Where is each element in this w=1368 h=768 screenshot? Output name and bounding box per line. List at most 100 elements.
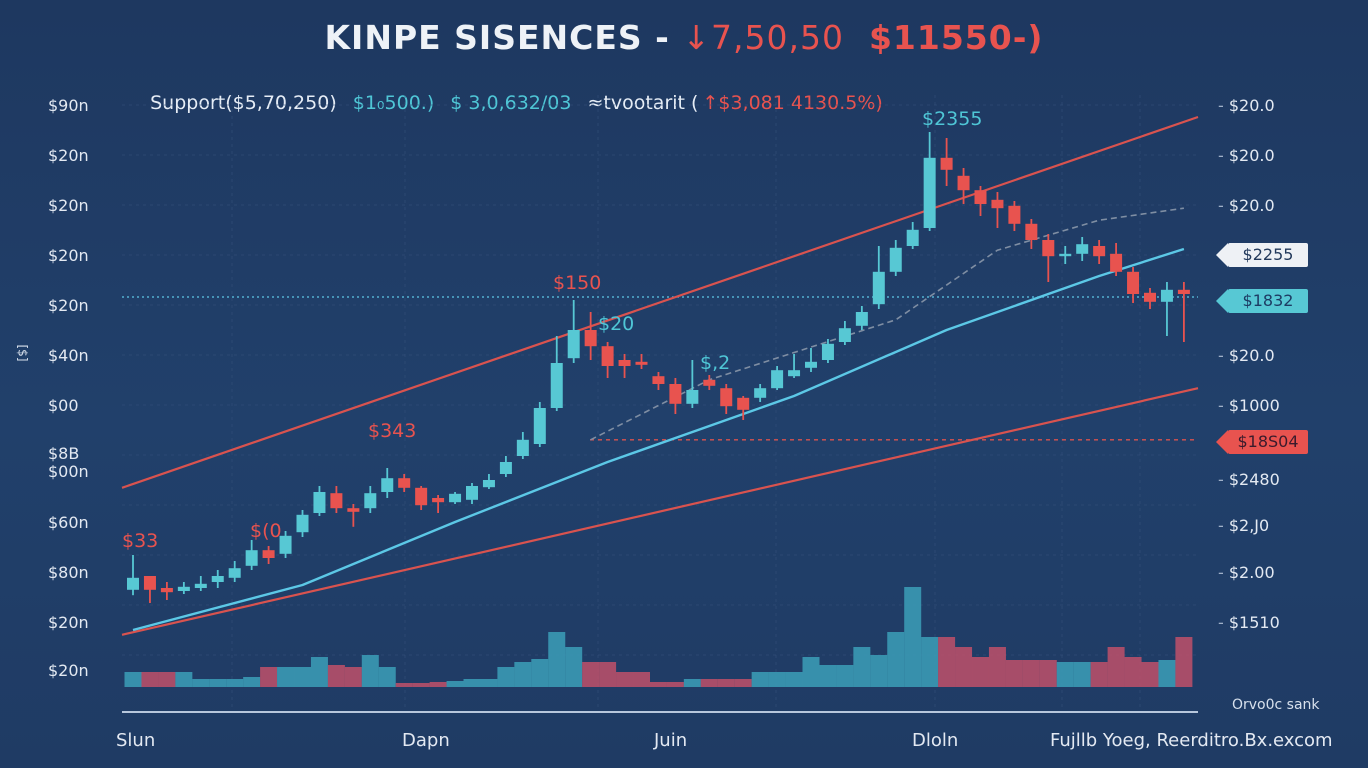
- candle-body: [1059, 253, 1072, 257]
- candle-body: [754, 388, 767, 398]
- volume-bar: [768, 672, 786, 687]
- volume-bar: [972, 657, 989, 687]
- candle: [313, 486, 326, 516]
- volume-bar: [921, 637, 939, 687]
- candle-body: [805, 361, 817, 368]
- y-tick-label-left: $00n: [48, 462, 89, 481]
- y-tick-label-left: $20n: [48, 196, 89, 215]
- volume-bar: [904, 587, 922, 687]
- y-axis-label: [$]: [15, 344, 30, 362]
- candle-body: [720, 388, 733, 407]
- volume-bar: [582, 662, 600, 687]
- y-tick-label-left: $20n: [48, 613, 89, 632]
- price-annotation: $150: [553, 272, 602, 294]
- candle-body: [737, 397, 750, 410]
- title-value-1: ↓7,50,50: [682, 18, 844, 57]
- price-annotation: $343: [368, 420, 417, 442]
- candle-body: [330, 493, 343, 509]
- y-tick-label-left: $80n: [48, 563, 89, 582]
- volume-bar: [124, 672, 142, 687]
- volume-bar: [209, 679, 227, 687]
- candle: [1008, 201, 1021, 231]
- candle: [686, 360, 699, 408]
- candle: [991, 192, 1004, 228]
- volume-bar: [1141, 662, 1159, 687]
- volume-bar: [446, 681, 464, 687]
- candle-body: [296, 514, 309, 533]
- volume-bar: [1073, 662, 1091, 687]
- volume-bar: [700, 679, 718, 687]
- candle: [550, 336, 563, 411]
- candle: [398, 474, 411, 492]
- volume-bar: [175, 672, 193, 687]
- candle: [872, 246, 885, 309]
- price-annotation: $,2: [700, 352, 731, 374]
- candle: [432, 495, 445, 513]
- candle: [1177, 282, 1190, 342]
- candle: [957, 168, 970, 204]
- candle: [1093, 240, 1106, 264]
- candle: [211, 570, 224, 588]
- candle-body: [686, 390, 699, 404]
- candle-body: [618, 360, 631, 366]
- candle-body: [160, 588, 173, 593]
- subtitle-label: ≈tvootarit (: [587, 92, 699, 114]
- volume-bar: [378, 667, 396, 687]
- candle: [533, 402, 546, 447]
- volume-bar: [310, 657, 328, 687]
- candle: [449, 492, 462, 504]
- candle: [262, 546, 275, 564]
- candle-body: [143, 576, 156, 590]
- candle: [127, 555, 139, 596]
- candle-body: [347, 508, 360, 512]
- candle: [499, 456, 512, 477]
- y-tick-label-left: $20n: [48, 296, 89, 315]
- volume-bar: [1005, 660, 1023, 687]
- volume-bar: [802, 657, 820, 687]
- volume-bar: [1158, 660, 1176, 687]
- candle: [805, 348, 817, 372]
- candle-body: [432, 498, 445, 503]
- volume-bar: [1175, 637, 1193, 687]
- volume-bar: [1090, 662, 1108, 687]
- volume-bar: [1107, 647, 1125, 687]
- volume-bar: [565, 647, 583, 687]
- candle-body: [1008, 205, 1021, 224]
- price-annotation: $33: [122, 530, 159, 552]
- candle: [720, 384, 733, 414]
- candle: [889, 240, 902, 276]
- candle: [364, 486, 377, 513]
- candle: [618, 354, 631, 378]
- candle-body: [974, 190, 987, 204]
- y-tick-label-right: $2.00: [1218, 563, 1275, 582]
- subtitle-value-2: $ 3,0,632/03: [450, 92, 572, 114]
- candle: [754, 384, 767, 402]
- x-tick-label: Slun: [116, 730, 156, 751]
- x-tick-label: Juin: [654, 730, 688, 751]
- y-tick-label-right: $1000: [1218, 396, 1280, 415]
- candle: [1076, 237, 1089, 261]
- candle: [381, 468, 394, 498]
- candle-body: [211, 576, 224, 582]
- volume-bar: [785, 672, 803, 687]
- volume-bar: [649, 682, 667, 687]
- candle: [482, 474, 495, 489]
- candle: [1059, 246, 1072, 264]
- candle-body: [821, 343, 834, 360]
- candle: [1127, 267, 1140, 303]
- candle: [177, 582, 190, 594]
- candle-body: [1093, 246, 1106, 257]
- y-tick-label-right: $1510: [1218, 613, 1280, 632]
- candle-body: [635, 361, 648, 365]
- candle: [652, 372, 665, 390]
- price-annotation: $2355: [922, 108, 983, 130]
- candle-body: [567, 330, 580, 359]
- y-tick-label-left: $20n: [48, 146, 89, 165]
- candle-body: [381, 478, 394, 492]
- volume-bar: [514, 662, 532, 687]
- y-tick-label-left: $00: [48, 396, 79, 415]
- candle-body: [923, 157, 936, 228]
- volume-bar: [480, 679, 498, 687]
- candle-body: [533, 408, 546, 444]
- volume-bar: [243, 677, 261, 687]
